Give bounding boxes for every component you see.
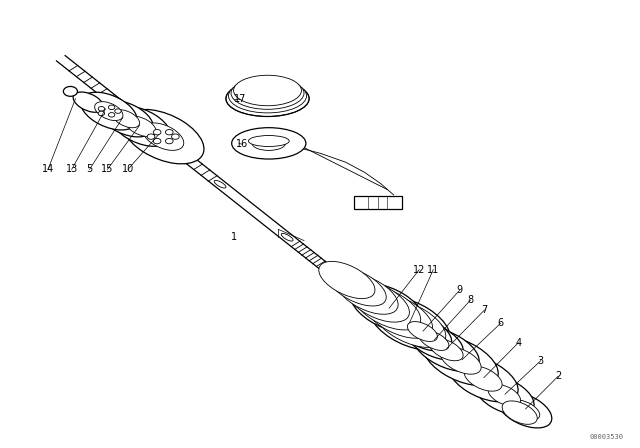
Ellipse shape [214,181,226,188]
Ellipse shape [328,267,387,306]
Ellipse shape [122,109,204,164]
Ellipse shape [232,128,306,159]
Ellipse shape [510,400,540,420]
Ellipse shape [234,75,301,106]
Text: 16: 16 [236,139,248,149]
Text: 9: 9 [456,285,463,295]
Circle shape [98,111,104,116]
Text: 14: 14 [42,164,54,174]
Ellipse shape [351,284,424,332]
Ellipse shape [440,347,481,374]
Text: 1: 1 [230,232,237,241]
Text: 13: 13 [65,164,78,174]
Ellipse shape [404,321,463,360]
Circle shape [98,107,104,111]
Ellipse shape [364,293,433,338]
Circle shape [165,138,173,144]
Ellipse shape [502,401,537,424]
Ellipse shape [354,285,420,330]
Circle shape [108,105,115,110]
Ellipse shape [488,384,520,406]
Circle shape [172,134,179,139]
Circle shape [154,138,161,144]
Circle shape [147,134,155,139]
Ellipse shape [369,297,450,350]
Ellipse shape [111,106,171,146]
Text: 2: 2 [555,371,561,381]
FancyBboxPatch shape [354,196,402,209]
Text: 8: 8 [467,295,474,305]
Ellipse shape [373,299,446,348]
Circle shape [154,129,161,135]
Circle shape [115,109,121,113]
Ellipse shape [346,280,410,322]
Ellipse shape [95,102,123,121]
Ellipse shape [419,331,449,350]
Ellipse shape [99,100,154,137]
Text: 12: 12 [413,265,426,275]
Ellipse shape [226,81,309,116]
Text: 3: 3 [538,356,544,366]
Ellipse shape [393,312,452,351]
Ellipse shape [408,322,437,341]
Text: 7: 7 [481,305,488,315]
Ellipse shape [125,116,156,137]
Ellipse shape [464,366,502,391]
Text: 15: 15 [101,164,114,174]
Circle shape [63,86,77,96]
Ellipse shape [423,336,499,385]
Text: 5: 5 [86,164,93,174]
Text: 00003530: 00003530 [590,434,624,440]
Text: 10: 10 [122,164,134,174]
Ellipse shape [337,273,398,314]
Ellipse shape [498,392,552,428]
Ellipse shape [281,233,293,241]
Ellipse shape [448,355,518,402]
Ellipse shape [252,136,285,151]
Circle shape [108,112,115,117]
Ellipse shape [475,375,534,415]
Ellipse shape [319,262,375,298]
Ellipse shape [143,123,184,151]
Ellipse shape [113,110,140,128]
Text: 4: 4 [515,338,522,348]
Text: 17: 17 [234,94,246,103]
Text: 6: 6 [497,319,504,328]
Ellipse shape [73,92,104,112]
Ellipse shape [429,338,463,361]
Text: 11: 11 [427,265,440,275]
Circle shape [165,129,173,135]
Ellipse shape [248,135,289,146]
Ellipse shape [231,77,304,109]
Ellipse shape [228,79,307,113]
Ellipse shape [413,327,479,371]
Ellipse shape [249,90,286,107]
Ellipse shape [81,92,137,130]
